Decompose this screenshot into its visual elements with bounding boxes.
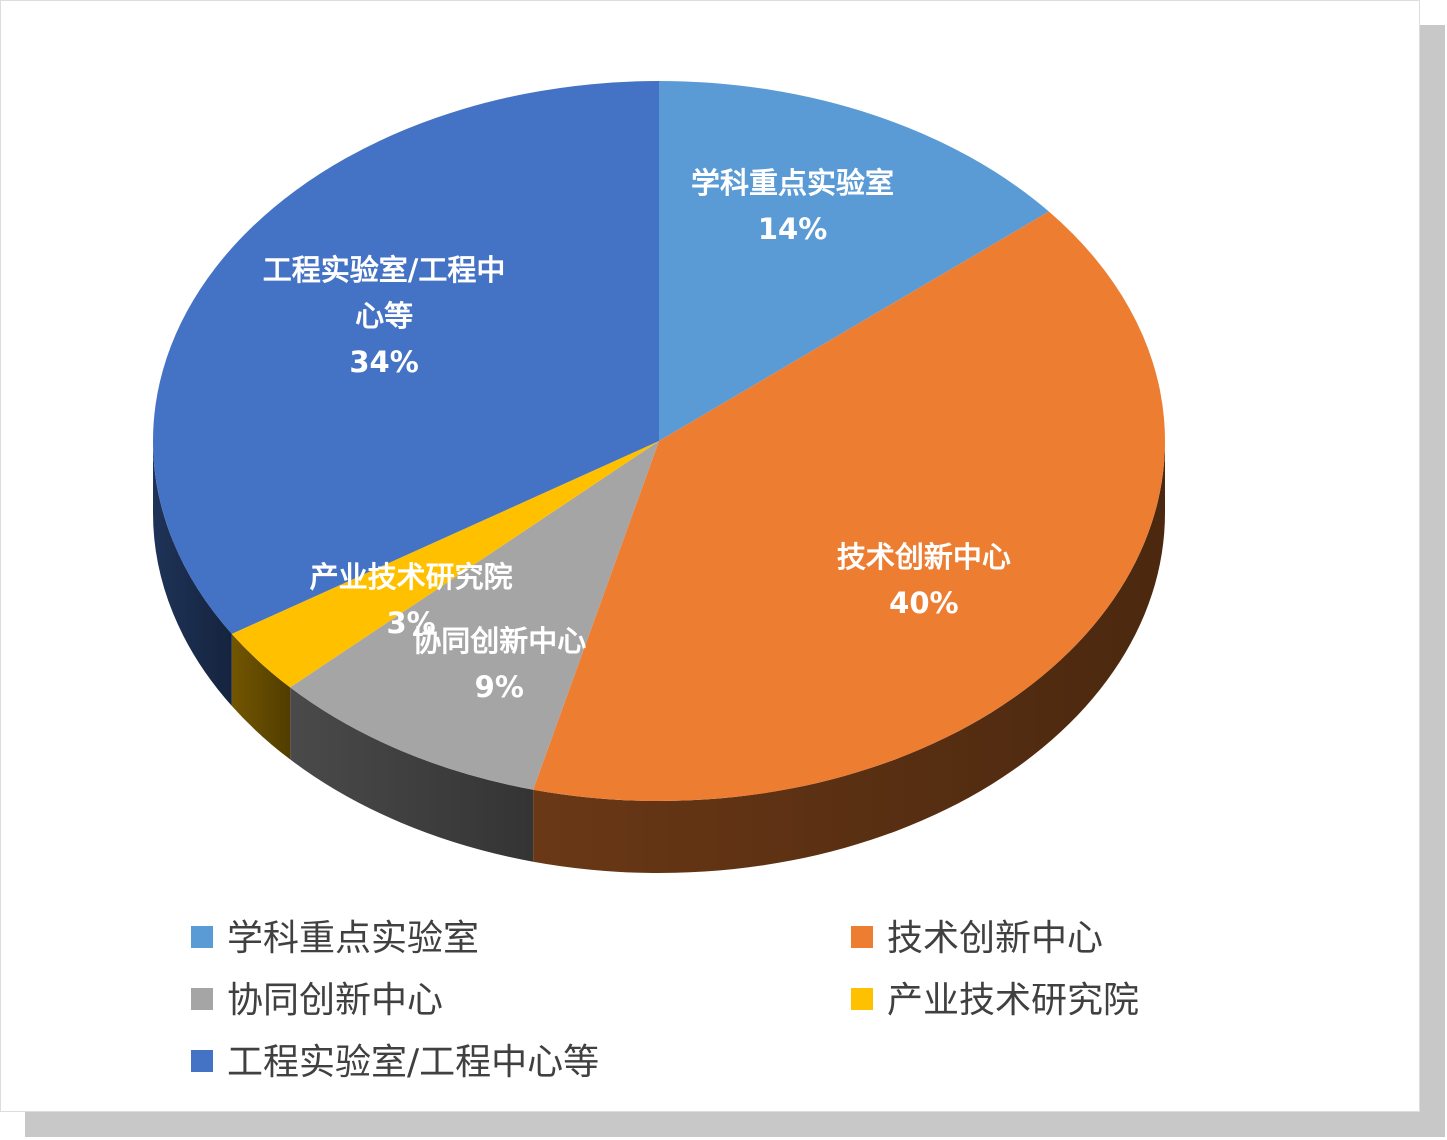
data-label: 产业技术研究院 3% xyxy=(276,554,546,646)
data-label-value: 14% xyxy=(757,212,828,247)
data-label: 协同创新中心 9% xyxy=(364,618,634,710)
data-label-category: 工程实验室/工程中心等 xyxy=(262,253,506,334)
legend-label: 工程实验室/工程中心等 xyxy=(227,1042,600,1083)
legend-swatch xyxy=(191,1050,213,1072)
legend-swatch xyxy=(851,988,873,1010)
legend-item: 学科重点实验室 xyxy=(191,917,479,961)
slice xyxy=(533,211,1166,802)
legend-label: 协同创新中心 xyxy=(227,980,444,1021)
data-label: 技术创新中心 40% xyxy=(789,534,1059,626)
data-label-category: 协同创新中心 xyxy=(412,624,587,659)
legend-item: 工程实验室/工程中心等 xyxy=(191,1041,599,1085)
slice-side xyxy=(533,441,1165,874)
legend-swatch xyxy=(191,988,213,1010)
legend-label: 产业技术研究院 xyxy=(887,980,1140,1021)
slice-side xyxy=(231,633,291,760)
data-label: 工程实验室/工程中心等 34% xyxy=(249,247,519,385)
data-label-value: 3% xyxy=(386,605,436,640)
data-label-category: 产业技术研究院 xyxy=(309,559,513,594)
slice xyxy=(659,81,1049,441)
legend-swatch xyxy=(851,926,873,948)
data-label-category: 学科重点实验室 xyxy=(691,166,895,201)
slice-side xyxy=(153,441,232,706)
chart-frame: 学科重点实验室 技术创新中心 协同创新中心 产业技术研究院 工程实验室/工程中心等 学科… xyxy=(0,0,1420,1112)
slice xyxy=(290,441,659,790)
data-label-category: 技术创新中心 xyxy=(836,539,1011,574)
slice xyxy=(153,81,659,634)
pie-chart xyxy=(153,81,1166,874)
legend: 学科重点实验室 技术创新中心协同创新中心 产业技术研究院工程实验室/工程中心等 xyxy=(79,909,1399,1097)
legend-item: 技术创新中心 xyxy=(851,917,1103,961)
data-label: 学科重点实验室 14% xyxy=(658,160,928,252)
data-label-value: 9% xyxy=(474,670,524,705)
legend-label: 技术创新中心 xyxy=(887,918,1104,959)
legend-label: 学科重点实验室 xyxy=(227,918,480,959)
data-label-value: 40% xyxy=(889,585,959,620)
legend-swatch xyxy=(191,926,213,948)
slice-side xyxy=(290,687,534,862)
legend-item: 协同创新中心 xyxy=(191,979,443,1023)
legend-item: 产业技术研究院 xyxy=(851,979,1139,1023)
data-label-value: 34% xyxy=(349,345,419,380)
slice xyxy=(231,441,659,688)
